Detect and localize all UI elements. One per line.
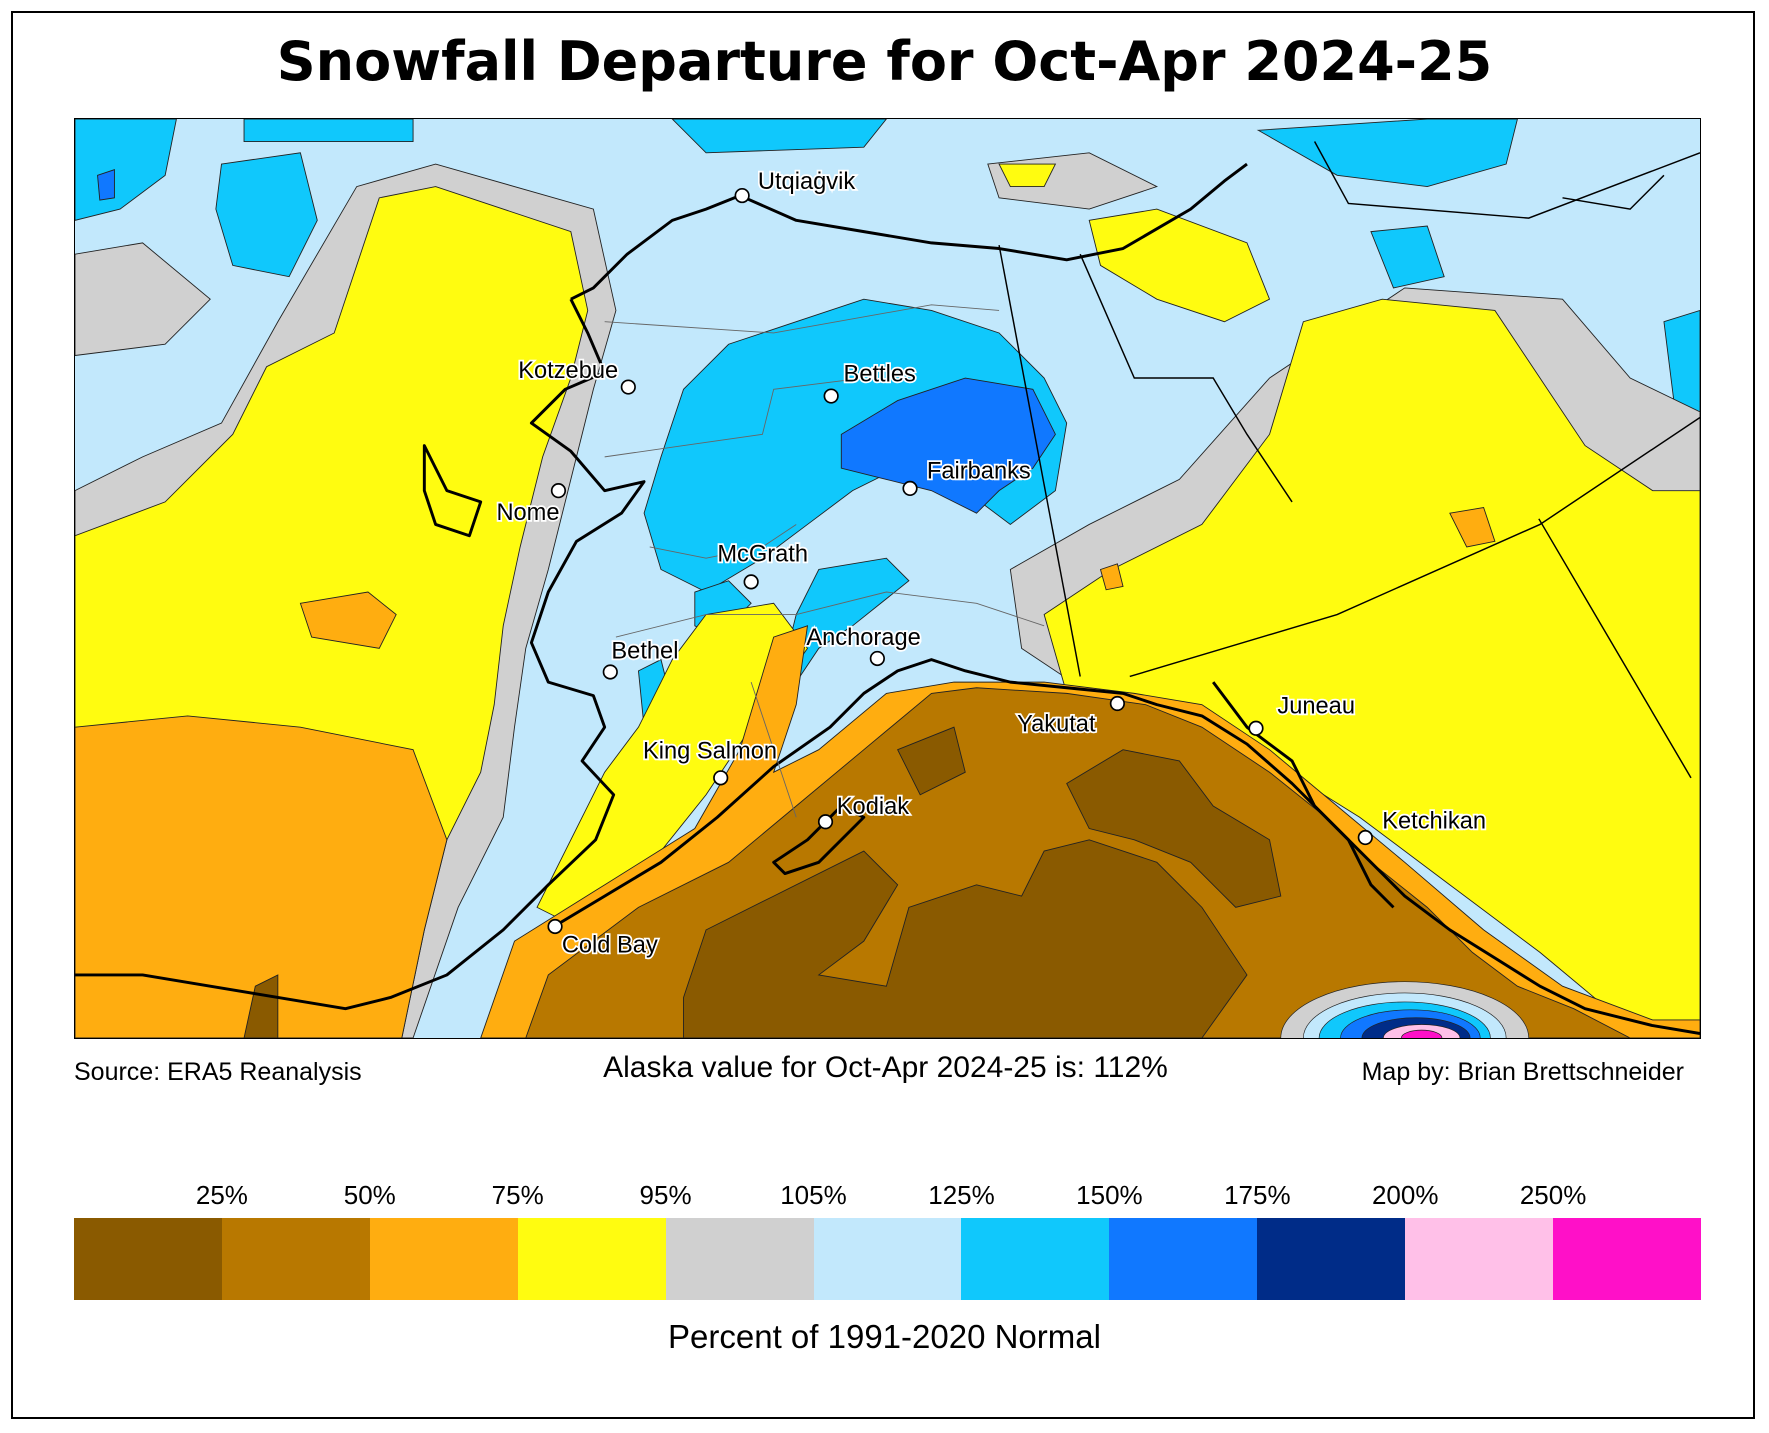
colorbar-swatch bbox=[665, 1218, 814, 1300]
colorbar-tick: 175% bbox=[1224, 1180, 1291, 1210]
city-cold-bay: Cold Bay bbox=[547, 918, 660, 960]
climate-division-lines bbox=[604, 304, 1045, 818]
city-mcgrath: McGrath bbox=[716, 540, 810, 590]
colorbar-swatch bbox=[517, 1218, 666, 1300]
colorbar-swatch bbox=[961, 1218, 1110, 1300]
svg-text:Utqiaġvik: Utqiaġvik bbox=[758, 169, 855, 195]
colorbar-tick: 250% bbox=[1519, 1180, 1587, 1210]
city-bethel: Bethel bbox=[602, 637, 680, 680]
figure-frame bbox=[11, 11, 1755, 1419]
map-credit: Map by: Brian Brettschneider bbox=[1361, 1058, 1684, 1086]
map-canvas: Utqiaġvik Kotzebue Bettles Nome Fairbank… bbox=[75, 119, 1700, 1038]
high-snowfall-anomaly bbox=[1280, 981, 1530, 1038]
city-kodiak: Kodiak bbox=[817, 792, 911, 830]
svg-text:Bethel: Bethel bbox=[611, 638, 678, 664]
source-note: Source: ERA5 Reanalysis bbox=[74, 1058, 362, 1086]
city-kotzebue: Kotzebue bbox=[517, 356, 636, 395]
svg-text:Bettles: Bettles bbox=[844, 361, 916, 387]
svg-text:Kotzebue: Kotzebue bbox=[518, 358, 618, 384]
svg-text:King Salmon: King Salmon bbox=[643, 739, 777, 765]
statewide-value: Alaska value for Oct-Apr 2024-25 is: 112… bbox=[0, 1051, 1769, 1085]
colorbar-tick: 200% bbox=[1371, 1180, 1439, 1210]
colorbar-tick: 150% bbox=[1076, 1180, 1143, 1210]
low-snowfall-fill bbox=[243, 687, 1631, 1038]
political-borders bbox=[998, 141, 1700, 779]
city-bettles: Bettles bbox=[823, 360, 918, 404]
city-utqiagvik: Utqiaġvik bbox=[734, 167, 857, 204]
colorbar-tick: 50% bbox=[343, 1180, 396, 1210]
colorbar-swatch bbox=[1257, 1218, 1406, 1300]
map-title: Snowfall Departure for Oct-Apr 2024-25 bbox=[276, 30, 1493, 93]
svg-text:Anchorage: Anchorage bbox=[806, 625, 920, 651]
coastline bbox=[75, 162, 1700, 1035]
colorbar-swatch bbox=[1405, 1218, 1554, 1300]
colorbar bbox=[74, 1218, 1701, 1300]
svg-text:Juneau: Juneau bbox=[1277, 694, 1355, 720]
colorbar-tick: 125% bbox=[928, 1180, 995, 1210]
colorbar-swatch bbox=[1109, 1218, 1258, 1300]
alaska-snowfall-map: Utqiaġvik Kotzebue Bettles Nome Fairbank… bbox=[74, 118, 1701, 1039]
svg-text:Fairbanks: Fairbanks bbox=[927, 458, 1031, 484]
colorbar-swatch bbox=[369, 1218, 518, 1300]
colorbar-tick: 105% bbox=[780, 1180, 847, 1210]
svg-text:Yakutat: Yakutat bbox=[1017, 712, 1096, 738]
svg-text:Ketchikan: Ketchikan bbox=[1382, 809, 1486, 835]
much-above-normal-fill bbox=[97, 169, 1056, 514]
city-fairbanks: Fairbanks bbox=[902, 457, 1032, 497]
city-yakutat: Yakutat bbox=[1015, 695, 1125, 739]
colorbar-tick: 25% bbox=[195, 1180, 248, 1210]
city-ketchikan: Ketchikan bbox=[1357, 807, 1488, 846]
city-king-salmon: King Salmon bbox=[641, 737, 779, 786]
statewide-value-text: Alaska value for Oct-Apr 2024-25 is: 112… bbox=[603, 1051, 1168, 1084]
city-nome: Nome bbox=[495, 483, 567, 528]
svg-text:McGrath: McGrath bbox=[717, 542, 808, 568]
colorbar-label: Percent of 1991-2020 Normal bbox=[668, 1318, 1101, 1355]
svg-text:Kodiak: Kodiak bbox=[837, 794, 909, 820]
colorbar-swatch bbox=[221, 1218, 370, 1300]
city-juneau: Juneau bbox=[1248, 692, 1357, 736]
colorbar-tick: 95% bbox=[639, 1180, 692, 1210]
colorbar-ticks: 25% 50% 75% 95% 105% 125% 150% 175% 200%… bbox=[74, 1180, 1701, 1214]
colorbar-swatch bbox=[813, 1218, 962, 1300]
svg-text:Cold Bay: Cold Bay bbox=[562, 932, 658, 958]
svg-text:Nome: Nome bbox=[496, 500, 559, 526]
colorbar-tick: 75% bbox=[491, 1180, 544, 1210]
colorbar-swatch bbox=[1553, 1218, 1701, 1300]
city-anchorage: Anchorage bbox=[805, 623, 922, 667]
colorbar-swatch bbox=[74, 1218, 222, 1300]
